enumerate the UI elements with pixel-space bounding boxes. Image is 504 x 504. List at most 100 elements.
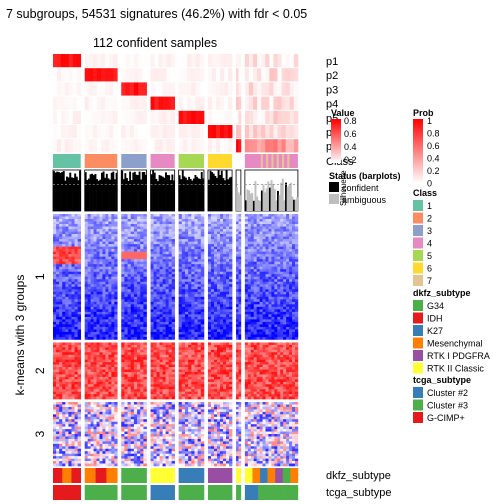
heatmap-cell — [68, 304, 72, 308]
heatmap-cell — [96, 244, 100, 247]
heatmap-cell — [99, 326, 103, 330]
heatmap-cell — [53, 286, 57, 290]
heatmap-cell — [165, 271, 169, 275]
prob-cell — [269, 68, 274, 82]
heatmap-cell — [277, 221, 281, 225]
heatmap-cell — [178, 221, 183, 225]
heatmap-cell — [162, 229, 166, 232]
heatmap-cell — [262, 234, 266, 237]
heatmap-cell — [226, 251, 230, 255]
heatmap-cell — [121, 269, 125, 273]
annotation-tracks — [52, 54, 299, 500]
silhouette-bar — [178, 175, 181, 211]
heatmap-cell — [274, 299, 278, 303]
heatmap-cell — [156, 324, 160, 328]
heatmap-cell — [105, 214, 109, 217]
heatmap-cell — [153, 347, 157, 351]
heatmap-cell — [59, 299, 63, 303]
heatmap-cell — [121, 311, 125, 315]
heatmap-cell — [68, 381, 72, 385]
heatmap-cell — [65, 344, 69, 348]
heatmap-cell — [102, 349, 106, 353]
prob-cell — [84, 82, 90, 96]
heatmap-cell — [236, 229, 239, 232]
heatmap-cell — [220, 219, 224, 222]
heatmap-cell — [168, 266, 172, 270]
heatmap-cell — [220, 329, 224, 333]
heatmap-cell — [184, 236, 189, 240]
silhouette-bar — [281, 178, 284, 211]
silhouette-bar — [155, 178, 158, 211]
heatmap-cell — [259, 229, 263, 232]
heatmap-cell — [194, 266, 198, 270]
prob-cell — [191, 82, 196, 96]
heatmap-cell — [156, 284, 160, 288]
heatmap-cell — [84, 362, 88, 365]
heatmap-cell — [265, 239, 269, 242]
heatmap-cell — [292, 219, 296, 222]
heatmap-cell — [124, 386, 128, 390]
heatmap-cell — [130, 296, 135, 300]
silhouette-bar — [180, 179, 183, 211]
heatmap-cell — [99, 364, 103, 368]
heatmap-cell — [226, 219, 230, 222]
heatmap-cell — [96, 396, 100, 400]
heatmap-cell — [59, 381, 63, 385]
heatmap-cell — [143, 334, 147, 338]
heatmap-cell — [84, 276, 88, 280]
heatmap-cell — [156, 344, 160, 348]
heatmap-cell — [137, 354, 141, 358]
heatmap-cell — [114, 234, 118, 237]
heatmap-cell — [105, 376, 109, 380]
heatmap-cell — [280, 236, 284, 240]
heatmap-cell — [188, 336, 192, 340]
prob-cell — [191, 68, 196, 82]
heatmap-cell — [93, 371, 97, 375]
heatmap-cell — [262, 319, 266, 323]
heatmap-cell — [184, 289, 189, 293]
heatmap-cell — [65, 281, 69, 285]
heatmap-cell — [213, 314, 218, 318]
heatmap-cell — [150, 324, 154, 328]
heatmap-cell — [59, 261, 63, 265]
heatmap-cell — [153, 291, 157, 295]
heatmap-cell — [65, 224, 69, 227]
prob-cell — [293, 110, 299, 124]
heatmap-cell — [171, 371, 175, 375]
heatmap-cell — [93, 331, 97, 335]
heatmap-cell — [96, 249, 100, 252]
heatmap-cell — [250, 296, 255, 300]
heatmap-cell — [93, 349, 97, 353]
heatmap-cell — [171, 381, 175, 385]
heatmap-cell — [137, 251, 141, 255]
heatmap-cell — [150, 224, 154, 227]
heatmap-cell — [191, 279, 195, 283]
heatmap-cell — [250, 239, 255, 242]
heatmap-cell — [162, 256, 166, 260]
heatmap-cell — [53, 231, 57, 235]
heatmap-cell — [99, 391, 103, 395]
heatmap-cell — [165, 371, 169, 375]
heatmap-cell — [289, 319, 293, 323]
heatmap-cell — [268, 259, 272, 262]
heatmap-cell — [171, 324, 175, 328]
heatmap-cell — [130, 269, 135, 273]
heatmap-cell — [108, 231, 112, 235]
heatmap-cell — [188, 274, 192, 278]
heatmap-cell — [111, 289, 115, 293]
heatmap-cell — [77, 331, 82, 335]
heatmap-cell — [277, 316, 281, 320]
heatmap-cell — [171, 231, 175, 235]
heatmap-cell — [184, 219, 189, 222]
heatmap-cell — [159, 374, 163, 378]
heatmap-cell — [65, 319, 69, 323]
prob-cell — [154, 96, 159, 110]
heatmap-cell — [74, 334, 78, 338]
heatmap-cell — [56, 326, 60, 330]
heatmap-cell — [178, 236, 183, 240]
heatmap-cell — [65, 269, 69, 273]
heatmap-cell — [77, 304, 82, 308]
prob-cell — [109, 110, 114, 124]
heatmap-cell — [238, 219, 242, 222]
heatmap-cell — [250, 304, 255, 308]
